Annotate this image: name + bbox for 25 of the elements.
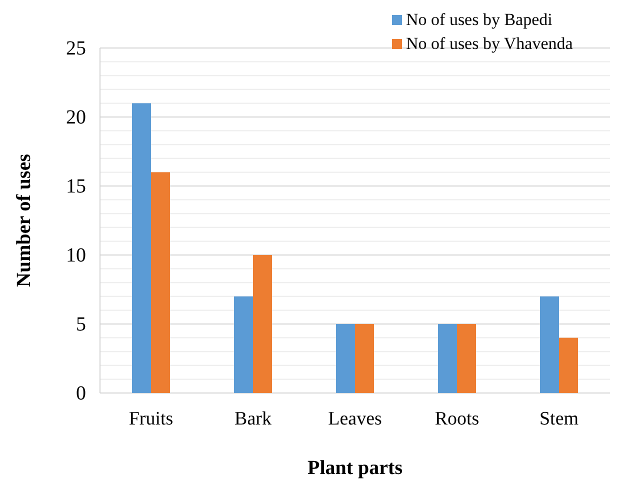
bar [438,324,457,393]
bar [336,324,355,393]
x-tick-label: Roots [434,408,480,430]
bar [457,324,476,393]
y-tick-label: 25 [66,37,86,60]
x-tick-label: Stem [539,408,579,430]
y-tick-label: 0 [76,382,86,404]
x-tick-label: Bark [234,408,272,430]
y-tick-label: 15 [66,175,86,198]
bar [234,296,253,393]
y-axis-title: Number of uses [13,154,35,287]
bar [355,324,374,393]
y-tick-label: 20 [66,106,86,128]
x-axis-title: Plant parts [308,457,403,479]
bar [559,338,578,393]
y-tick-label: 10 [66,244,86,266]
bar [540,296,559,393]
bar [253,255,272,393]
x-tick-label: Fruits [128,408,174,430]
legend-label: No of uses by Vhavenda [406,34,574,53]
y-tick-label: 5 [76,313,86,336]
legend-label: No of uses by Bapedi [406,10,553,29]
bar [132,103,151,393]
bar [151,172,170,393]
x-tick-label: Leaves [328,408,382,430]
